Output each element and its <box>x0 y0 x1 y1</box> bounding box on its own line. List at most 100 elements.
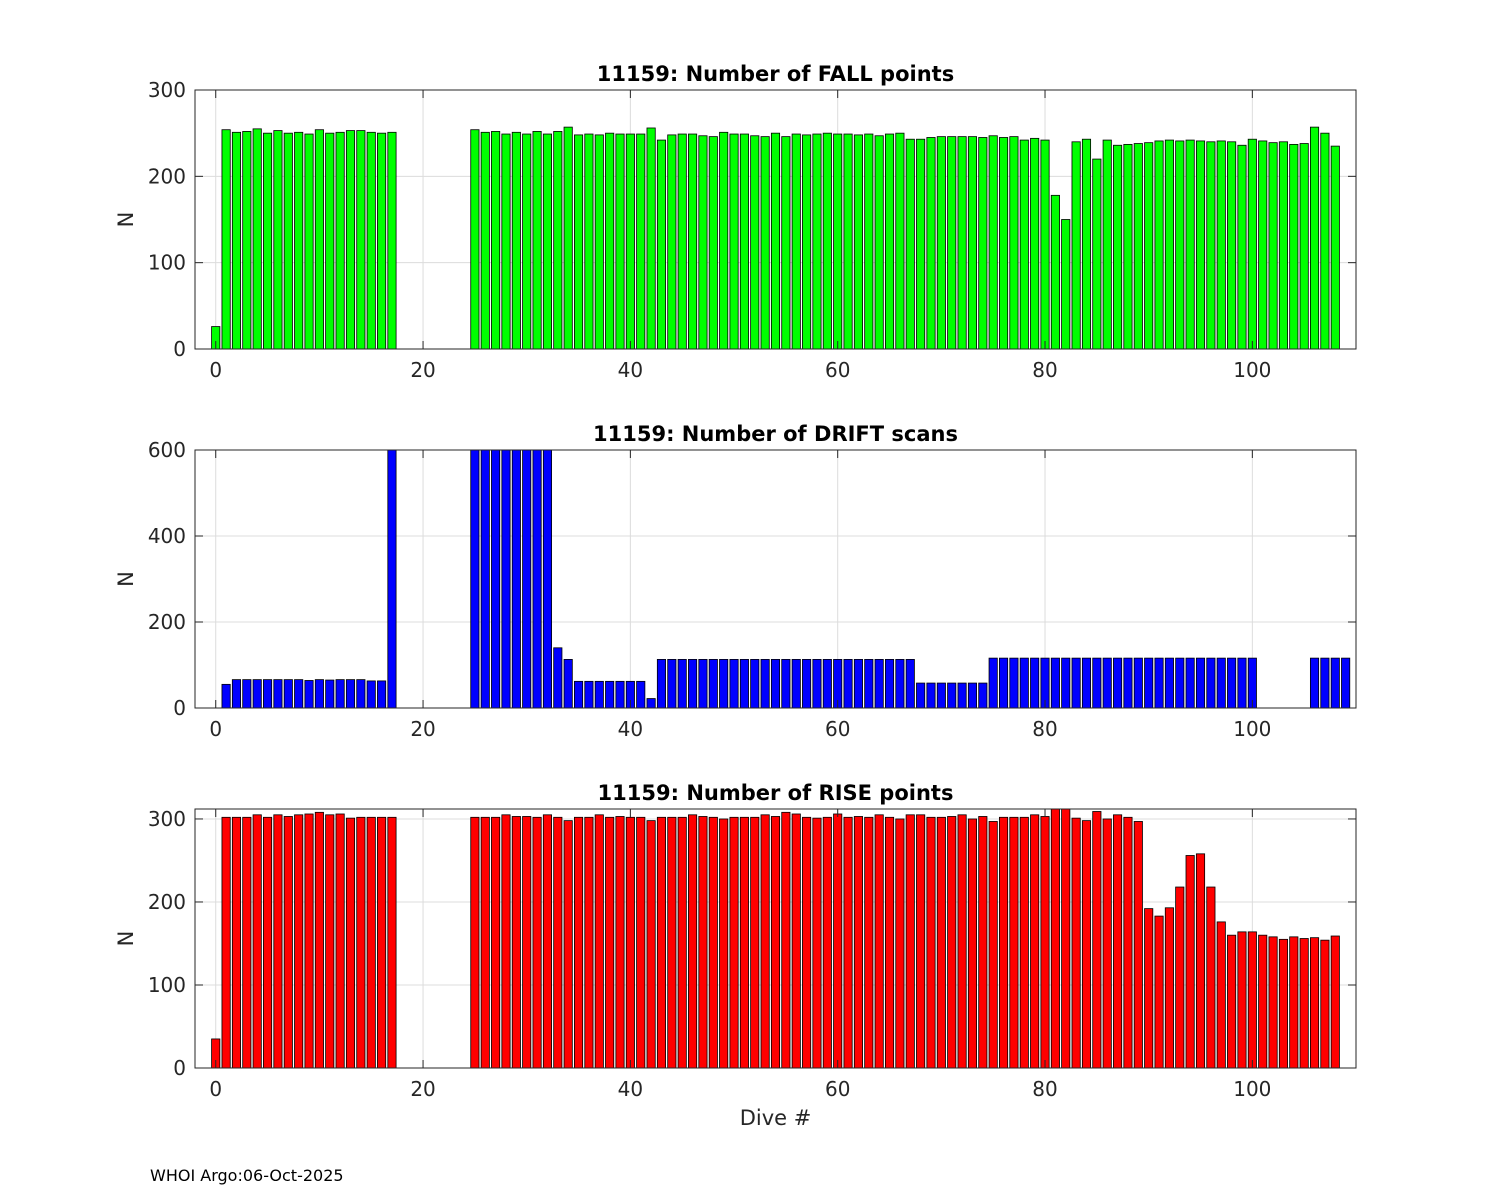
x-tick-label: 80 <box>1032 1077 1057 1101</box>
bar <box>947 136 957 350</box>
bar <box>314 679 324 709</box>
bar <box>314 129 324 350</box>
bar <box>667 659 677 709</box>
bar <box>252 128 262 350</box>
bar <box>366 816 376 1069</box>
bar <box>719 818 729 1069</box>
bar <box>1071 657 1081 709</box>
bar <box>688 814 698 1069</box>
bar <box>781 136 791 350</box>
bar <box>1330 145 1340 350</box>
bar <box>1309 657 1320 709</box>
bar <box>760 814 770 1069</box>
bar <box>325 679 335 709</box>
x-tick-label: 0 <box>209 1077 222 1101</box>
bar <box>605 132 615 350</box>
bar <box>594 814 604 1069</box>
bar <box>221 816 231 1069</box>
bar <box>1175 657 1185 709</box>
bar <box>1299 938 1309 1069</box>
bar <box>1175 886 1185 1069</box>
bar <box>511 449 521 709</box>
bar <box>1081 657 1092 709</box>
bar <box>1113 144 1123 350</box>
bar <box>501 449 511 709</box>
bar <box>263 679 273 709</box>
bar <box>1268 936 1278 1069</box>
bar <box>791 133 801 350</box>
bar <box>231 816 242 1069</box>
bar <box>1258 934 1268 1069</box>
bar <box>1216 140 1226 350</box>
bar <box>677 816 687 1069</box>
bar <box>263 816 273 1069</box>
bar <box>573 134 584 350</box>
axes-box <box>194 808 1357 1069</box>
bar <box>1009 657 1019 709</box>
chart-panel-2: 0 20 40 60 80 100 0 200 400 600 11159: Number of D… <box>114 422 1357 741</box>
bar <box>1144 657 1154 709</box>
bar <box>573 816 584 1069</box>
bar <box>1133 821 1143 1069</box>
bar <box>916 814 926 1069</box>
bar <box>1061 657 1071 709</box>
x-tick-label: 20 <box>410 717 435 741</box>
bar <box>708 816 718 1069</box>
bar <box>1133 143 1143 350</box>
bar <box>563 659 573 709</box>
y-axis-label: N <box>114 571 138 587</box>
bar <box>1206 141 1216 350</box>
bar <box>843 816 853 1069</box>
bar <box>1050 194 1060 350</box>
bar <box>387 131 397 350</box>
x-tick-label: 80 <box>1032 717 1057 741</box>
bar <box>978 682 988 709</box>
bar <box>1154 915 1164 1069</box>
bar <box>781 811 791 1069</box>
bar <box>221 129 231 350</box>
bar <box>345 130 356 350</box>
y-tick-label: 100 <box>148 251 186 275</box>
bar <box>377 680 387 709</box>
chart-title: 11159: Number of FALL points <box>597 62 954 86</box>
bar <box>957 814 967 1069</box>
bar <box>1030 814 1040 1069</box>
bar <box>770 816 781 1069</box>
bar <box>1330 657 1340 709</box>
bar <box>636 680 646 709</box>
y-tick-label: 0 <box>173 696 186 720</box>
bar <box>988 657 998 709</box>
bar <box>553 816 563 1069</box>
bar <box>1154 140 1164 350</box>
bar <box>905 659 915 709</box>
bar <box>926 137 936 350</box>
bar <box>1216 921 1226 1069</box>
bar <box>1278 938 1288 1069</box>
bar <box>273 814 283 1069</box>
bar <box>708 136 718 350</box>
bar <box>1040 139 1050 350</box>
bar <box>729 816 739 1069</box>
bar <box>739 659 749 709</box>
bar <box>1102 139 1112 350</box>
bar <box>221 683 231 709</box>
bar <box>1071 817 1081 1069</box>
bar <box>719 131 729 350</box>
bar <box>294 679 304 709</box>
x-tick-label: 60 <box>825 1077 850 1101</box>
bar <box>864 816 874 1069</box>
bar <box>760 136 770 350</box>
bar <box>480 449 490 709</box>
bar <box>1195 140 1206 350</box>
bar <box>1258 140 1268 350</box>
bar <box>242 816 252 1069</box>
bar <box>1330 935 1340 1069</box>
bar <box>1144 908 1154 1069</box>
bar <box>802 816 812 1069</box>
bar <box>625 816 635 1069</box>
bar <box>1320 657 1330 709</box>
y-tick-label: 0 <box>173 337 186 361</box>
bar <box>1092 158 1102 350</box>
bar <box>252 679 262 709</box>
bar <box>770 132 781 350</box>
